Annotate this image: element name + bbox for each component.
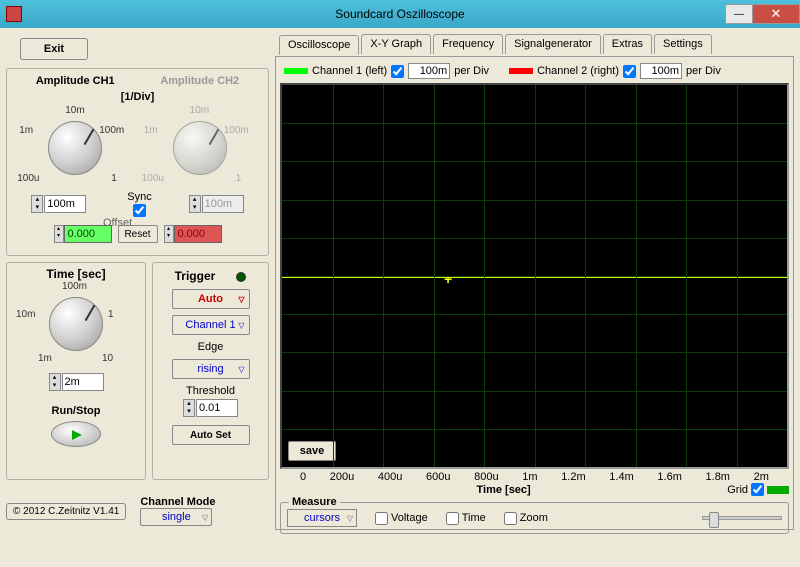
amp-ch2-spinner: ▴▾ — [189, 195, 244, 213]
amp-ch1-label: Amplitude CH1 — [36, 75, 115, 87]
channel-mode-label: Channel Mode — [140, 496, 215, 508]
trigger-mode-button[interactable]: Auto▽ — [172, 289, 250, 309]
tab-oscilloscope[interactable]: Oscilloscope — [279, 35, 359, 55]
knob-label: 10m — [65, 105, 84, 116]
amp-ch2-label: Amplitude CH2 — [160, 75, 239, 87]
sync-checkbox[interactable]: Sync — [127, 191, 151, 217]
zoom-slider[interactable] — [702, 516, 782, 520]
window-title: Soundcard Oszilloscope — [335, 7, 464, 21]
trigger-edge-button[interactable]: rising▽ — [172, 359, 250, 379]
runstop-button[interactable] — [51, 421, 101, 447]
cursors-button[interactable]: cursors▽ — [287, 509, 357, 527]
time-knob[interactable] — [49, 297, 103, 351]
grid-label: Grid — [727, 484, 748, 496]
measure-title: Measure — [289, 496, 340, 508]
amp-ch1-knob[interactable] — [48, 121, 102, 175]
offset-ch2-value: 0.000 — [174, 225, 222, 243]
app-icon — [6, 6, 22, 22]
amp-ch2-value — [202, 195, 244, 213]
time-value[interactable] — [62, 373, 104, 391]
close-button[interactable]: ✕ — [752, 4, 800, 24]
grid-swatch-icon — [767, 486, 789, 494]
scope-display[interactable]: + save — [282, 85, 787, 467]
save-button[interactable]: save — [288, 441, 336, 461]
exit-button[interactable]: Exit — [20, 38, 88, 60]
knob-label: 1 — [111, 173, 117, 184]
offset-ch2-arrows: ▴▾ — [164, 225, 174, 243]
zoom-checkbox[interactable]: Zoom — [504, 512, 548, 525]
measure-panel: Measure cursors▽ Voltage Time Zoom — [280, 502, 789, 534]
grid-checkbox[interactable] — [751, 483, 764, 496]
knob-label: 1m — [144, 125, 158, 136]
amp-ch1-knob-container: 10m 100m 1m 100u 1 — [15, 105, 135, 191]
offset-ch1-arrows[interactable]: ▴▾ — [54, 225, 64, 243]
div-label: [1/Div] — [13, 91, 262, 103]
titlebar: Soundcard Oszilloscope — ✕ — [0, 0, 800, 28]
amp-ch2-knob-container: 10m 100m 1m 100u 1 — [140, 105, 260, 191]
trigger-panel: Trigger Auto▽ Channel 1▽ Edge rising▽ Th… — [152, 262, 269, 480]
amp-ch1-spinner[interactable]: ▴▾ — [31, 195, 86, 213]
threshold-arrows[interactable]: ▴▾ — [183, 399, 195, 417]
knob-label: 1m — [19, 125, 33, 136]
copyright-label: © 2012 C.Zeitnitz V1.41 — [6, 503, 126, 520]
knob-label: 10m — [190, 105, 209, 116]
amplitude-panel: Amplitude CH1 Amplitude CH2 [1/Div] 10m … — [6, 68, 269, 256]
ch1-swatch-icon — [284, 68, 308, 74]
offset-label: Offset — [103, 217, 132, 229]
trigger-channel-button[interactable]: Channel 1▽ — [172, 315, 250, 335]
per-div-label-2: per Div — [686, 65, 721, 77]
knob-label: 100u — [17, 173, 39, 184]
tab-extras[interactable]: Extras — [603, 34, 652, 54]
trigger-led-icon — [236, 272, 246, 282]
runstop-label: Run/Stop — [13, 405, 139, 417]
minimize-button[interactable]: — — [725, 4, 753, 24]
time-title: Time [sec] — [13, 267, 139, 281]
ch1-scale-input[interactable] — [408, 63, 450, 79]
threshold-label: Threshold — [159, 385, 262, 397]
spinner-arrows-icon: ▴▾ — [189, 195, 201, 213]
tab-settings[interactable]: Settings — [654, 34, 712, 54]
knob-label: 100m — [99, 125, 124, 136]
spinner-arrows-icon[interactable]: ▴▾ — [31, 195, 43, 213]
cursor-icon[interactable]: + — [444, 271, 452, 287]
x-axis: 0200u400u600u800u1m1.2m1.4m1.6m1.8m2m — [280, 469, 789, 483]
trigger-title: Trigger — [175, 269, 216, 283]
tab-bar: Oscilloscope X-Y Graph Frequency Signalg… — [279, 34, 794, 54]
tab-signalgenerator[interactable]: Signalgenerator — [505, 34, 601, 54]
ch1-legend: Channel 1 (left) — [312, 65, 387, 77]
edge-label: Edge — [159, 341, 262, 353]
autoset-button[interactable]: Auto Set — [172, 425, 250, 445]
time-checkbox[interactable]: Time — [446, 512, 486, 525]
knob-label: 1m — [38, 353, 52, 364]
time-spinner-arrows[interactable]: ▴▾ — [49, 373, 61, 391]
ch2-scale-input[interactable] — [640, 63, 682, 79]
knob-label: 100u — [142, 173, 164, 184]
knob-label: 1 — [236, 173, 242, 184]
sync-check[interactable] — [133, 204, 146, 217]
channel-mode-button[interactable]: single▽ — [140, 508, 212, 526]
tab-frequency[interactable]: Frequency — [433, 34, 503, 54]
knob-label: 100m — [62, 281, 87, 292]
ch2-legend: Channel 2 (right) — [537, 65, 619, 77]
x-axis-label: Time [sec] — [280, 484, 727, 496]
sync-label: Sync — [127, 191, 151, 203]
knob-label: 1 — [108, 309, 114, 320]
ch2-swatch-icon — [509, 68, 533, 74]
voltage-checkbox[interactable]: Voltage — [375, 512, 428, 525]
amp-ch2-knob — [173, 121, 227, 175]
ch1-enable-check[interactable] — [391, 65, 404, 78]
knob-label: 10 — [102, 353, 113, 364]
ch2-enable-check[interactable] — [623, 65, 636, 78]
time-panel: Time [sec] 100m 1 10m 1m 10 ▴▾ Run/Stop — [6, 262, 146, 480]
knob-label: 100m — [224, 125, 249, 136]
threshold-value[interactable] — [196, 399, 238, 417]
amp-ch1-value[interactable] — [44, 195, 86, 213]
knob-label: 10m — [16, 309, 35, 320]
tab-content: Channel 1 (left) per Div Channel 2 (righ… — [275, 56, 794, 530]
per-div-label: per Div — [454, 65, 489, 77]
tab-xy-graph[interactable]: X-Y Graph — [361, 34, 431, 54]
